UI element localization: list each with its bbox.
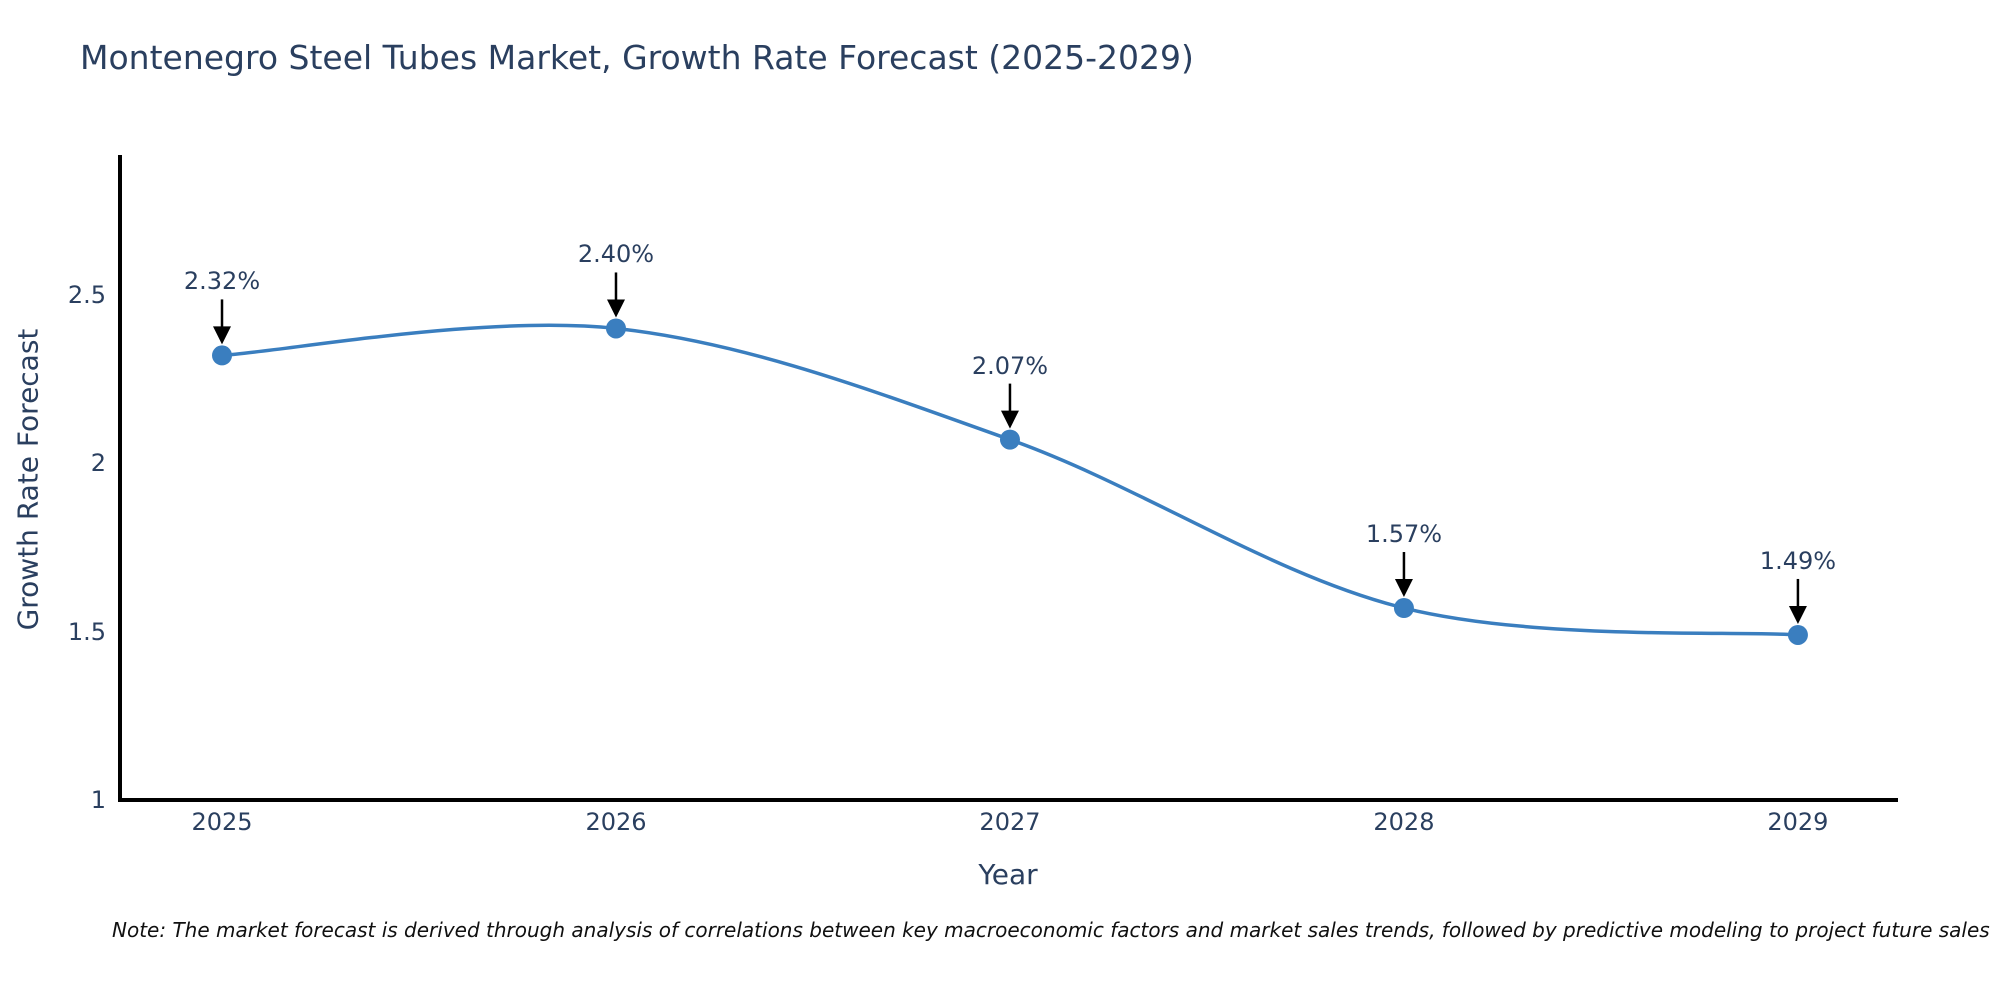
x-tick-label: 2025 bbox=[191, 808, 253, 836]
annotation-arrowhead-icon bbox=[1000, 410, 1019, 429]
data-point-marker[interactable] bbox=[212, 345, 233, 366]
x-tick-label: 2028 bbox=[1373, 808, 1435, 836]
y-tick-label: 1 bbox=[90, 786, 106, 814]
x-tick-label: 2029 bbox=[1767, 808, 1829, 836]
data-point-marker[interactable] bbox=[999, 429, 1020, 450]
data-point-marker[interactable] bbox=[605, 318, 626, 339]
point-value-label: 1.49% bbox=[1759, 546, 1837, 575]
chart-title: Montenegro Steel Tubes Market, Growth Ra… bbox=[80, 38, 1194, 77]
y-tick-label: 1.5 bbox=[67, 617, 106, 646]
annotation-arrowhead-icon bbox=[606, 299, 625, 318]
x-tick-label: 2026 bbox=[585, 808, 647, 836]
y-tick-label: 2 bbox=[90, 449, 106, 478]
annotation-arrowhead-icon bbox=[213, 326, 232, 345]
annotation-arrowhead-icon bbox=[1394, 579, 1413, 598]
data-point-marker[interactable] bbox=[1393, 598, 1414, 619]
data-point-marker[interactable] bbox=[1787, 624, 1808, 645]
x-axis-title: Year bbox=[978, 858, 1038, 891]
annotation-arrowhead-icon bbox=[1788, 605, 1807, 624]
point-value-label: 2.32% bbox=[183, 267, 261, 296]
point-value-label: 1.57% bbox=[1365, 520, 1443, 549]
y-tick-label: 2.5 bbox=[67, 280, 106, 309]
point-value-label: 2.07% bbox=[971, 351, 1049, 380]
footnote: Note: The market forecast is derived thr… bbox=[112, 918, 1990, 942]
x-tick-label: 2027 bbox=[979, 808, 1041, 836]
point-value-label: 2.40% bbox=[577, 240, 655, 269]
